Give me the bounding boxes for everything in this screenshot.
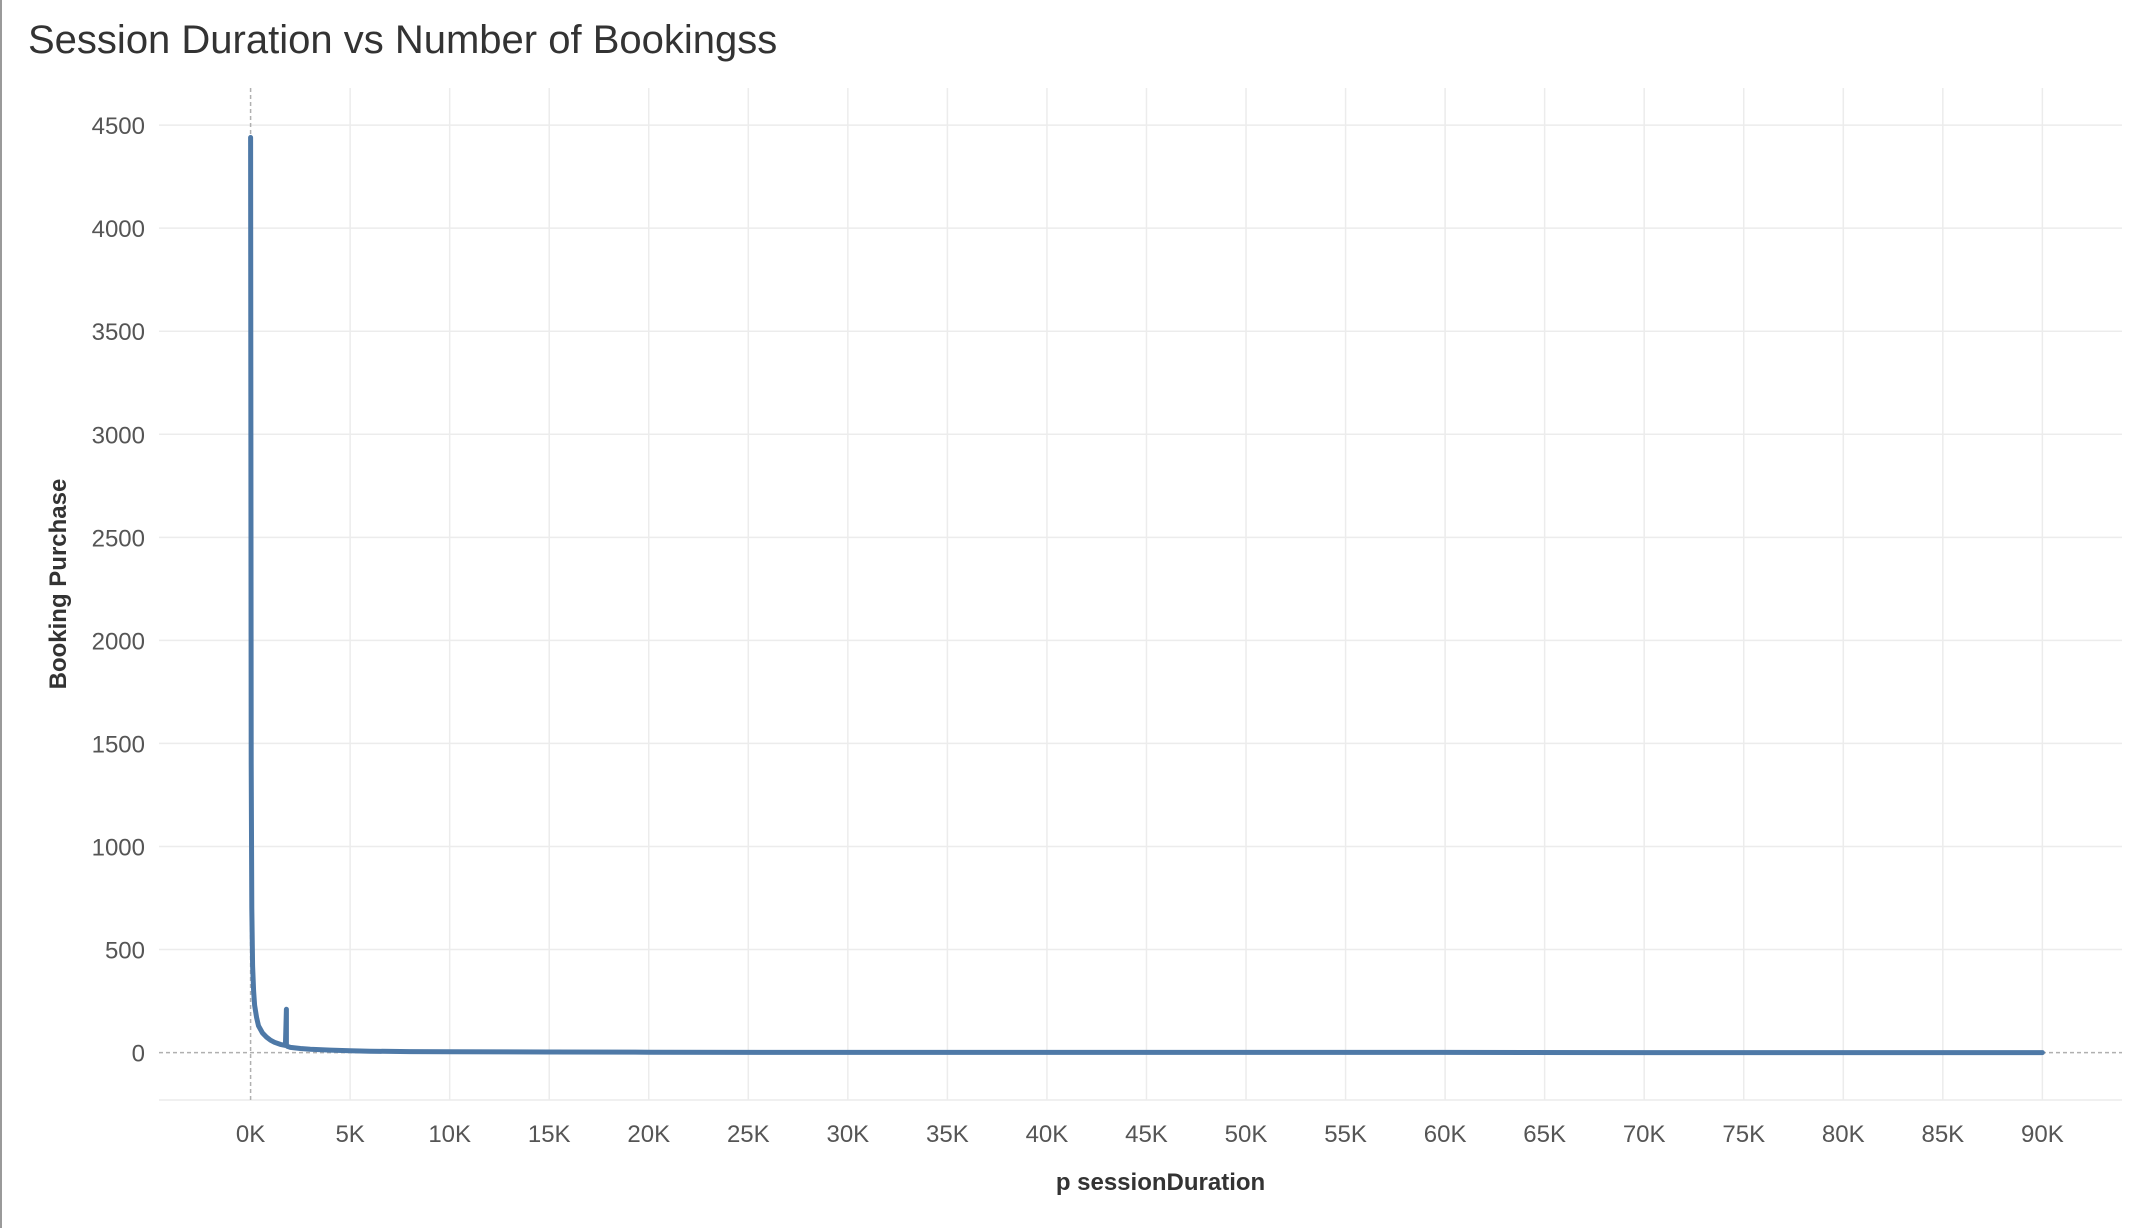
chart-title: Session Duration vs Number of Bookingss bbox=[28, 18, 778, 62]
y-tick-label: 0 bbox=[132, 1041, 145, 1068]
x-tick-label: 70K bbox=[1623, 1121, 1666, 1148]
x-tick-label: 80K bbox=[1822, 1121, 1865, 1148]
x-tick-label: 40K bbox=[1026, 1121, 1069, 1148]
x-tick-label: 75K bbox=[1722, 1121, 1765, 1148]
x-tick-label: 35K bbox=[926, 1121, 969, 1148]
x-tick-label: 85K bbox=[1921, 1121, 1964, 1148]
x-tick-label: 60K bbox=[1424, 1121, 1467, 1148]
x-tick-label: 25K bbox=[727, 1121, 770, 1148]
x-tick-label: 45K bbox=[1125, 1121, 1168, 1148]
y-axis-title: Booking Purchase bbox=[45, 479, 72, 690]
x-tick-label: 90K bbox=[2021, 1121, 2064, 1148]
series-layer bbox=[248, 135, 2045, 1056]
x-tick-label: 10K bbox=[428, 1121, 471, 1148]
x-axis-ticks: 0K 5K 10K 15K 20K 25K 30K 35K 40K 45K 50K 55K 60K 65K… bbox=[236, 1121, 2064, 1148]
x-tick-label: 0K bbox=[236, 1121, 265, 1148]
y-tick-label: 500 bbox=[105, 938, 145, 965]
series-line bbox=[248, 135, 2045, 1056]
y-tick-label: 2000 bbox=[92, 628, 145, 655]
grid-lines bbox=[159, 88, 2122, 1101]
x-axis-title: p sessionDuration bbox=[1056, 1169, 1265, 1196]
x-tick-label: 30K bbox=[826, 1121, 869, 1148]
y-tick-label: 3000 bbox=[92, 422, 145, 449]
x-tick-label: 20K bbox=[627, 1121, 670, 1148]
y-tick-label: 2500 bbox=[92, 525, 145, 552]
x-tick-label: 55K bbox=[1324, 1121, 1367, 1148]
y-tick-label: 4500 bbox=[92, 113, 145, 140]
x-tick-label: 65K bbox=[1523, 1121, 1566, 1148]
x-tick-label: 50K bbox=[1225, 1121, 1268, 1148]
zero-reference-lines bbox=[159, 88, 2122, 1100]
y-tick-label: 4000 bbox=[92, 216, 145, 243]
y-tick-label: 1500 bbox=[92, 731, 145, 758]
y-tick-label: 1000 bbox=[92, 834, 145, 861]
y-axis-ticks: 0 500 1000 1500 2000 2500 3000 3500 4000 4500 bbox=[92, 113, 145, 1067]
x-tick-label: 15K bbox=[528, 1121, 571, 1148]
y-tick-label: 3500 bbox=[92, 319, 145, 346]
x-tick-label: 5K bbox=[335, 1121, 364, 1148]
